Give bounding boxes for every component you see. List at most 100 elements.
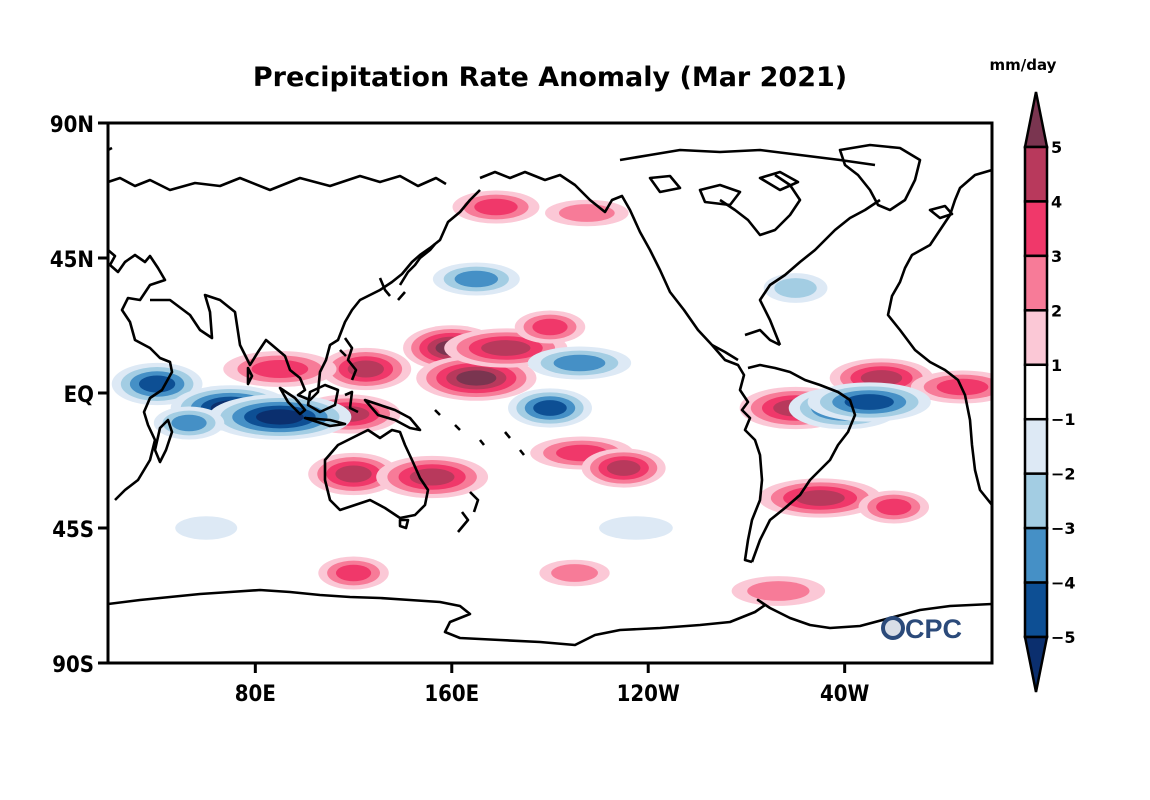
x-tick-label: 40W	[820, 682, 870, 707]
anomaly-contour	[533, 400, 567, 416]
coast-alaska-northamerica	[479, 170, 764, 564]
y-tick-label: 90S	[52, 653, 94, 678]
anomaly-region	[731, 576, 826, 606]
coast-arabia	[150, 189, 481, 402]
y-tick-label: 45N	[50, 248, 94, 273]
anomaly-contour	[347, 360, 384, 378]
anomaly-contour	[860, 370, 903, 386]
x-tick-label: 160E	[424, 682, 479, 707]
y-tick-label: 90N	[50, 113, 94, 138]
y-tick-label: 45S	[52, 518, 94, 543]
anomaly-region	[599, 516, 673, 540]
anomaly-contour	[335, 465, 372, 483]
coast-arctic-islands	[619, 148, 876, 207]
colorbar-swatch	[1023, 417, 1049, 475]
cpc-logo: CPC	[881, 614, 962, 644]
anomaly-contour	[138, 375, 176, 393]
coast-pacific-islands	[434, 409, 526, 456]
colorbar-tick-label: 3	[1051, 247, 1062, 266]
coastlines	[108, 143, 992, 647]
anomaly-region	[910, 370, 992, 404]
colorbar-tick-label: −5	[1051, 628, 1076, 647]
x-tick-label: 120W	[617, 682, 680, 707]
colorbar-tick-label: −4	[1051, 574, 1076, 593]
anomaly-field	[111, 190, 992, 606]
coast-iceland	[928, 204, 954, 220]
coast-hudson	[719, 173, 802, 237]
anomaly-contour	[774, 278, 817, 298]
anomaly-contour	[171, 414, 207, 432]
anomaly-region	[452, 190, 540, 224]
colorbar-swatch	[1023, 254, 1049, 312]
anomaly-region	[111, 362, 203, 406]
anomaly-contour	[551, 564, 598, 582]
coast-sumatra	[278, 386, 307, 416]
anomaly-region	[308, 452, 399, 496]
anomaly-contour	[175, 516, 238, 540]
anomaly-region	[514, 310, 586, 344]
anomaly-region	[208, 394, 352, 440]
coast-newzealand	[457, 491, 480, 533]
coast-greenland	[838, 143, 922, 212]
colorbar: 5 4 3 2 1 −1 −2 −3 −4 −5	[1023, 91, 1076, 693]
coast-korea	[378, 277, 391, 297]
y-axis: 90N 45N EQ 45S 90S	[50, 113, 108, 678]
anomaly-region	[807, 382, 931, 422]
x-tick-label: 80E	[235, 682, 276, 707]
coast-newguinea	[363, 398, 422, 432]
anomaly-contour	[599, 516, 673, 540]
anomaly-contour	[606, 460, 641, 476]
anomaly-contour	[795, 490, 845, 506]
anomaly-region	[153, 406, 225, 440]
coast-north-america-east	[758, 198, 881, 346]
colorbar-tick-label: 5	[1051, 138, 1062, 157]
colorbar-tick-label: −3	[1051, 519, 1076, 538]
chart-title: Precipitation Rate Anomaly (Mar 2021)	[253, 62, 847, 93]
anomaly-region	[376, 455, 489, 499]
anomaly-contour	[844, 394, 894, 410]
anomaly-region	[527, 346, 632, 380]
colorbar-swatch	[1023, 363, 1049, 421]
anomaly-contour	[481, 340, 531, 356]
anomaly-contour	[558, 204, 615, 222]
colorbar-tick-label: 4	[1051, 192, 1062, 211]
anomaly-region	[432, 262, 520, 296]
anomaly-region	[581, 448, 666, 488]
anomaly-contour	[335, 564, 372, 582]
y-tick-label: EQ	[64, 383, 94, 408]
coast-japan	[397, 243, 436, 301]
anomaly-contour	[251, 359, 309, 379]
anomaly-region	[508, 388, 592, 428]
coast-antarctica	[108, 588, 992, 647]
coast-tasmania	[398, 518, 410, 530]
globe-icon	[881, 616, 905, 640]
coast-south-america-east	[747, 363, 857, 563]
coast-europe-africa-west	[886, 168, 992, 506]
coast-sulawesi	[344, 390, 359, 414]
colorbar-tick-label: −2	[1051, 465, 1076, 484]
anomaly-region	[175, 516, 238, 540]
anomaly-contour	[747, 581, 810, 601]
coast-central-america	[711, 328, 781, 362]
colorbar-swatch	[1023, 309, 1049, 367]
colorbar-unit-label: mm/day	[990, 56, 1057, 74]
anomaly-region	[763, 273, 828, 303]
anomaly-region	[539, 559, 610, 587]
colorbar-tick-label: 1	[1051, 356, 1062, 375]
colorbar-swatch	[1023, 581, 1049, 639]
anomaly-contour	[474, 198, 518, 216]
logo-text: CPC	[905, 614, 962, 644]
coast-india-sri	[246, 366, 254, 386]
anomaly-contour	[454, 270, 499, 288]
colorbar-lower-extension	[1023, 635, 1049, 693]
coast-madagascar	[153, 418, 174, 464]
coast-borneo	[306, 383, 340, 414]
anomaly-contour	[553, 354, 606, 372]
x-axis: 80E 160E 120W 40W	[235, 663, 870, 707]
colorbar-tick-label: 2	[1051, 301, 1062, 320]
anomaly-region	[318, 556, 389, 590]
colorbar-swatch	[1023, 526, 1049, 584]
anomaly-contour	[256, 409, 304, 425]
coast-java	[303, 416, 347, 428]
